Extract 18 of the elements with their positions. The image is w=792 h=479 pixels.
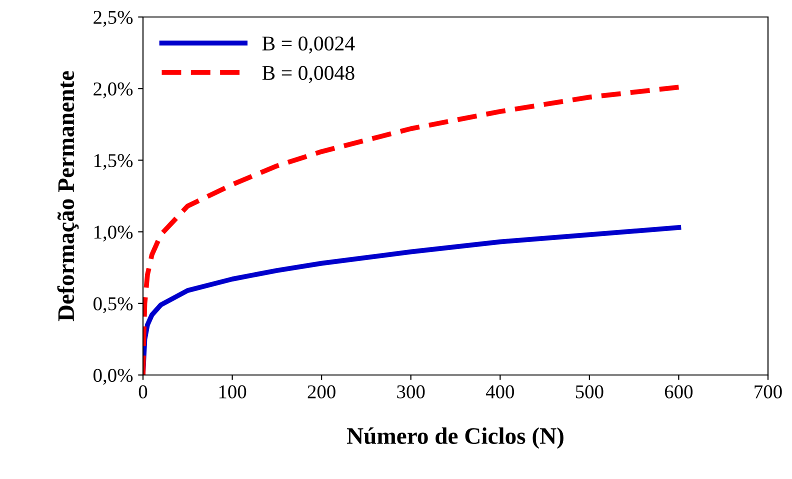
x-tick-label: 0 (138, 385, 148, 398)
x-tick-label: 100 (219, 385, 246, 398)
x-tick-label: 700 (754, 385, 782, 398)
x-tick-label: 600 (664, 385, 693, 398)
y-tick-label: 0,5% (94, 297, 133, 314)
legend-label: B = 0,0024 (262, 36, 355, 54)
x-tick-label: 200 (308, 385, 336, 398)
x-tick-label: 400 (486, 385, 514, 398)
x-tick-label: 300 (397, 385, 425, 398)
legend-label: B = 0,0048 (262, 66, 354, 83)
y-tick-label: 1,5% (94, 154, 133, 170)
y-tick-label: 1,0% (94, 226, 133, 242)
y-axis-title: Deformação Permanente (57, 71, 79, 322)
y-tick-label: 0,0% (94, 368, 133, 385)
x-tick-label: 500 (576, 385, 604, 398)
x-axis-title: Número de Ciclos (N) (346, 427, 564, 449)
y-tick-label: 2,5% (94, 10, 133, 27)
y-tick-label: 2,0% (94, 82, 133, 98)
